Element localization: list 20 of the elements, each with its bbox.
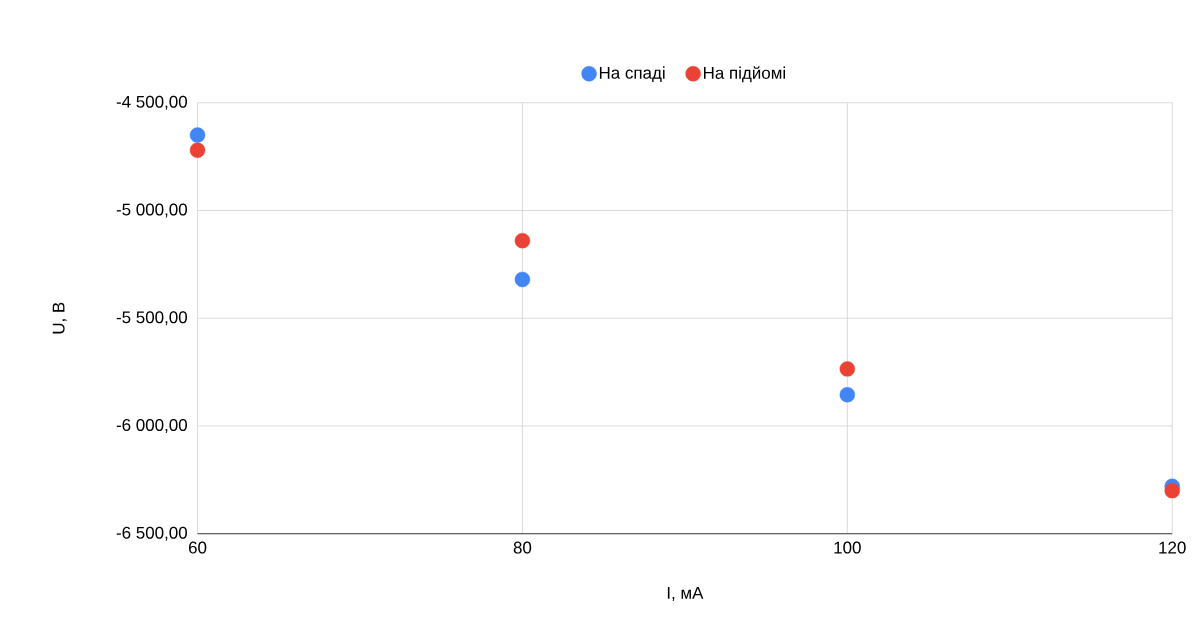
y-tick-label: -5 500,00 — [116, 311, 188, 326]
y-tick-label: -6 000,00 — [116, 418, 188, 433]
legend-label: На підйомі — [703, 65, 786, 82]
point — [189, 127, 206, 143]
point — [839, 360, 855, 377]
point — [514, 232, 531, 249]
y-tick-label: -5 000,00 — [116, 203, 188, 218]
x-tick-label: 120 — [1159, 541, 1186, 554]
y-tick-label: -4 500,00 — [116, 95, 188, 110]
x-tick-label: 100 — [834, 541, 861, 554]
point — [1164, 482, 1180, 499]
y-tick-label: -6 500,00 — [116, 526, 188, 541]
legend-label: На спаді — [599, 66, 665, 82]
x-axis-title: I, мА — [667, 586, 704, 601]
y-axis-title: U, В — [52, 302, 67, 334]
point — [189, 142, 206, 158]
point — [839, 386, 855, 403]
point — [514, 271, 531, 287]
x-tick-label: 60 — [188, 541, 207, 554]
x-tick-label: 80 — [513, 541, 532, 554]
